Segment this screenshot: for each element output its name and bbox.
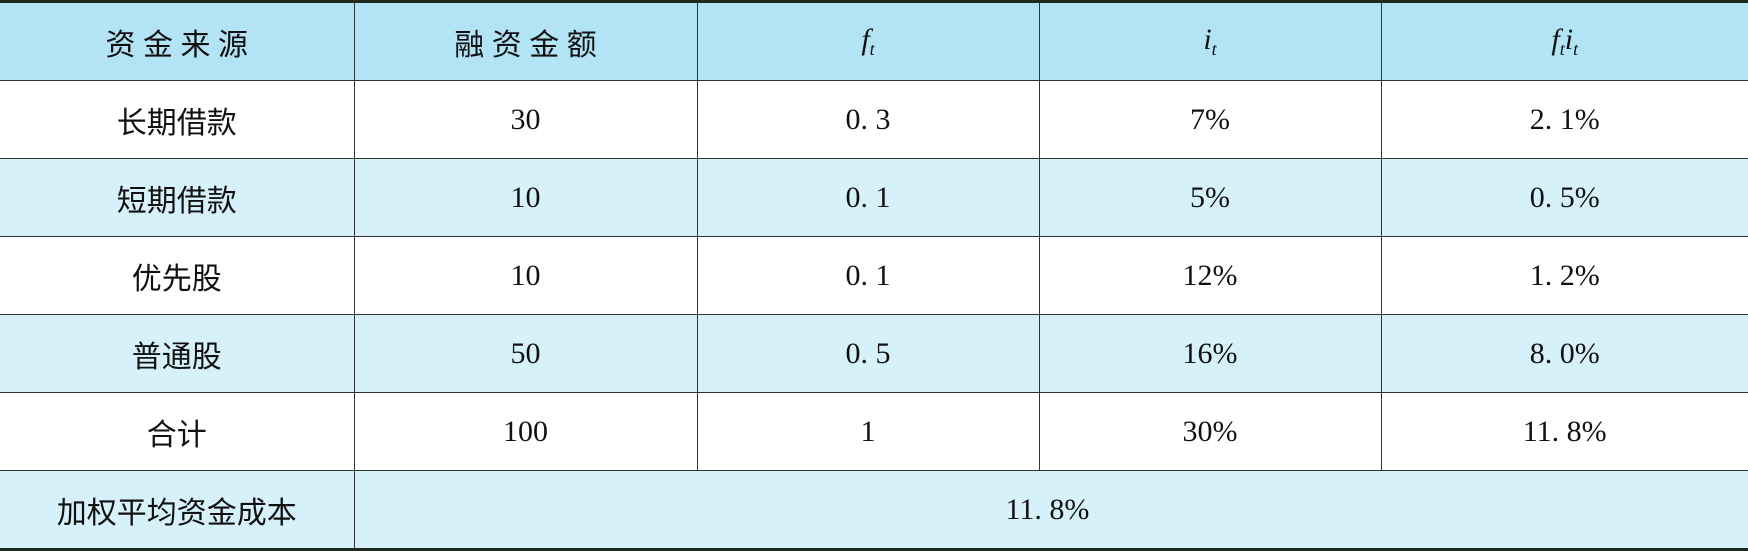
cell: 短期借款 bbox=[0, 158, 355, 237]
symbol: f bbox=[1551, 23, 1560, 56]
cell: 0. 1 bbox=[696, 158, 1040, 237]
cell: 5% bbox=[1038, 158, 1382, 237]
cell: 11. 8% bbox=[1380, 392, 1748, 471]
cell: 7% bbox=[1038, 80, 1382, 159]
cell: 10 bbox=[353, 236, 698, 315]
cell: 0. 5% bbox=[1380, 158, 1748, 237]
symbol: i bbox=[1203, 23, 1212, 56]
data-row: 普通股 50 0. 5 16% 8. 0% bbox=[0, 314, 1748, 393]
footer-row: 加权平均资金成本 11. 8% bbox=[0, 470, 1748, 550]
cell: 8. 0% bbox=[1380, 314, 1748, 393]
cell: 1 bbox=[696, 392, 1040, 471]
cell: 0. 1 bbox=[696, 236, 1040, 315]
cell: 普通股 bbox=[0, 314, 355, 393]
header-cell: 资 金 来 源 bbox=[0, 1, 355, 81]
subscript: t bbox=[1559, 39, 1565, 59]
cell: 12% bbox=[1038, 236, 1382, 315]
symbol: f bbox=[861, 23, 870, 56]
subscript: t bbox=[1573, 39, 1579, 59]
data-row: 短期借款 10 0. 1 5% 0. 5% bbox=[0, 158, 1748, 237]
cell: 16% bbox=[1038, 314, 1382, 393]
cell: 10 bbox=[353, 158, 698, 237]
subscript: t bbox=[869, 39, 875, 59]
cell: 30 bbox=[353, 80, 698, 159]
header-cell: ftit bbox=[1380, 1, 1748, 81]
cell: 0. 5 bbox=[696, 314, 1040, 393]
cell: 长期借款 bbox=[0, 80, 355, 159]
header-cell: ft bbox=[696, 1, 1040, 81]
cell: 2. 1% bbox=[1380, 80, 1748, 159]
symbol: i bbox=[1564, 23, 1574, 56]
data-row: 优先股 10 0. 1 12% 1. 2% bbox=[0, 236, 1748, 315]
cell: 1. 2% bbox=[1380, 236, 1748, 315]
header-row: 资 金 来 源融 资 金 额 ft it ftit bbox=[0, 1, 1748, 81]
header-cell: it bbox=[1038, 1, 1382, 81]
cell: 0. 3 bbox=[696, 80, 1040, 159]
cell: 50 bbox=[353, 314, 698, 393]
cell: 100 bbox=[353, 392, 698, 471]
cell: 30% bbox=[1038, 392, 1382, 471]
footer-value: 11. 8% bbox=[353, 470, 1748, 550]
cell: 优先股 bbox=[0, 236, 355, 315]
subscript: t bbox=[1211, 39, 1217, 59]
header-cell: 融 资 金 额 bbox=[353, 1, 698, 81]
cell: 合计 bbox=[0, 392, 355, 471]
footer-label: 加权平均资金成本 bbox=[0, 470, 355, 550]
data-row: 合计 100 1 30% 11. 8% bbox=[0, 392, 1748, 471]
data-row: 长期借款 30 0. 3 7% 2. 1% bbox=[0, 80, 1748, 159]
